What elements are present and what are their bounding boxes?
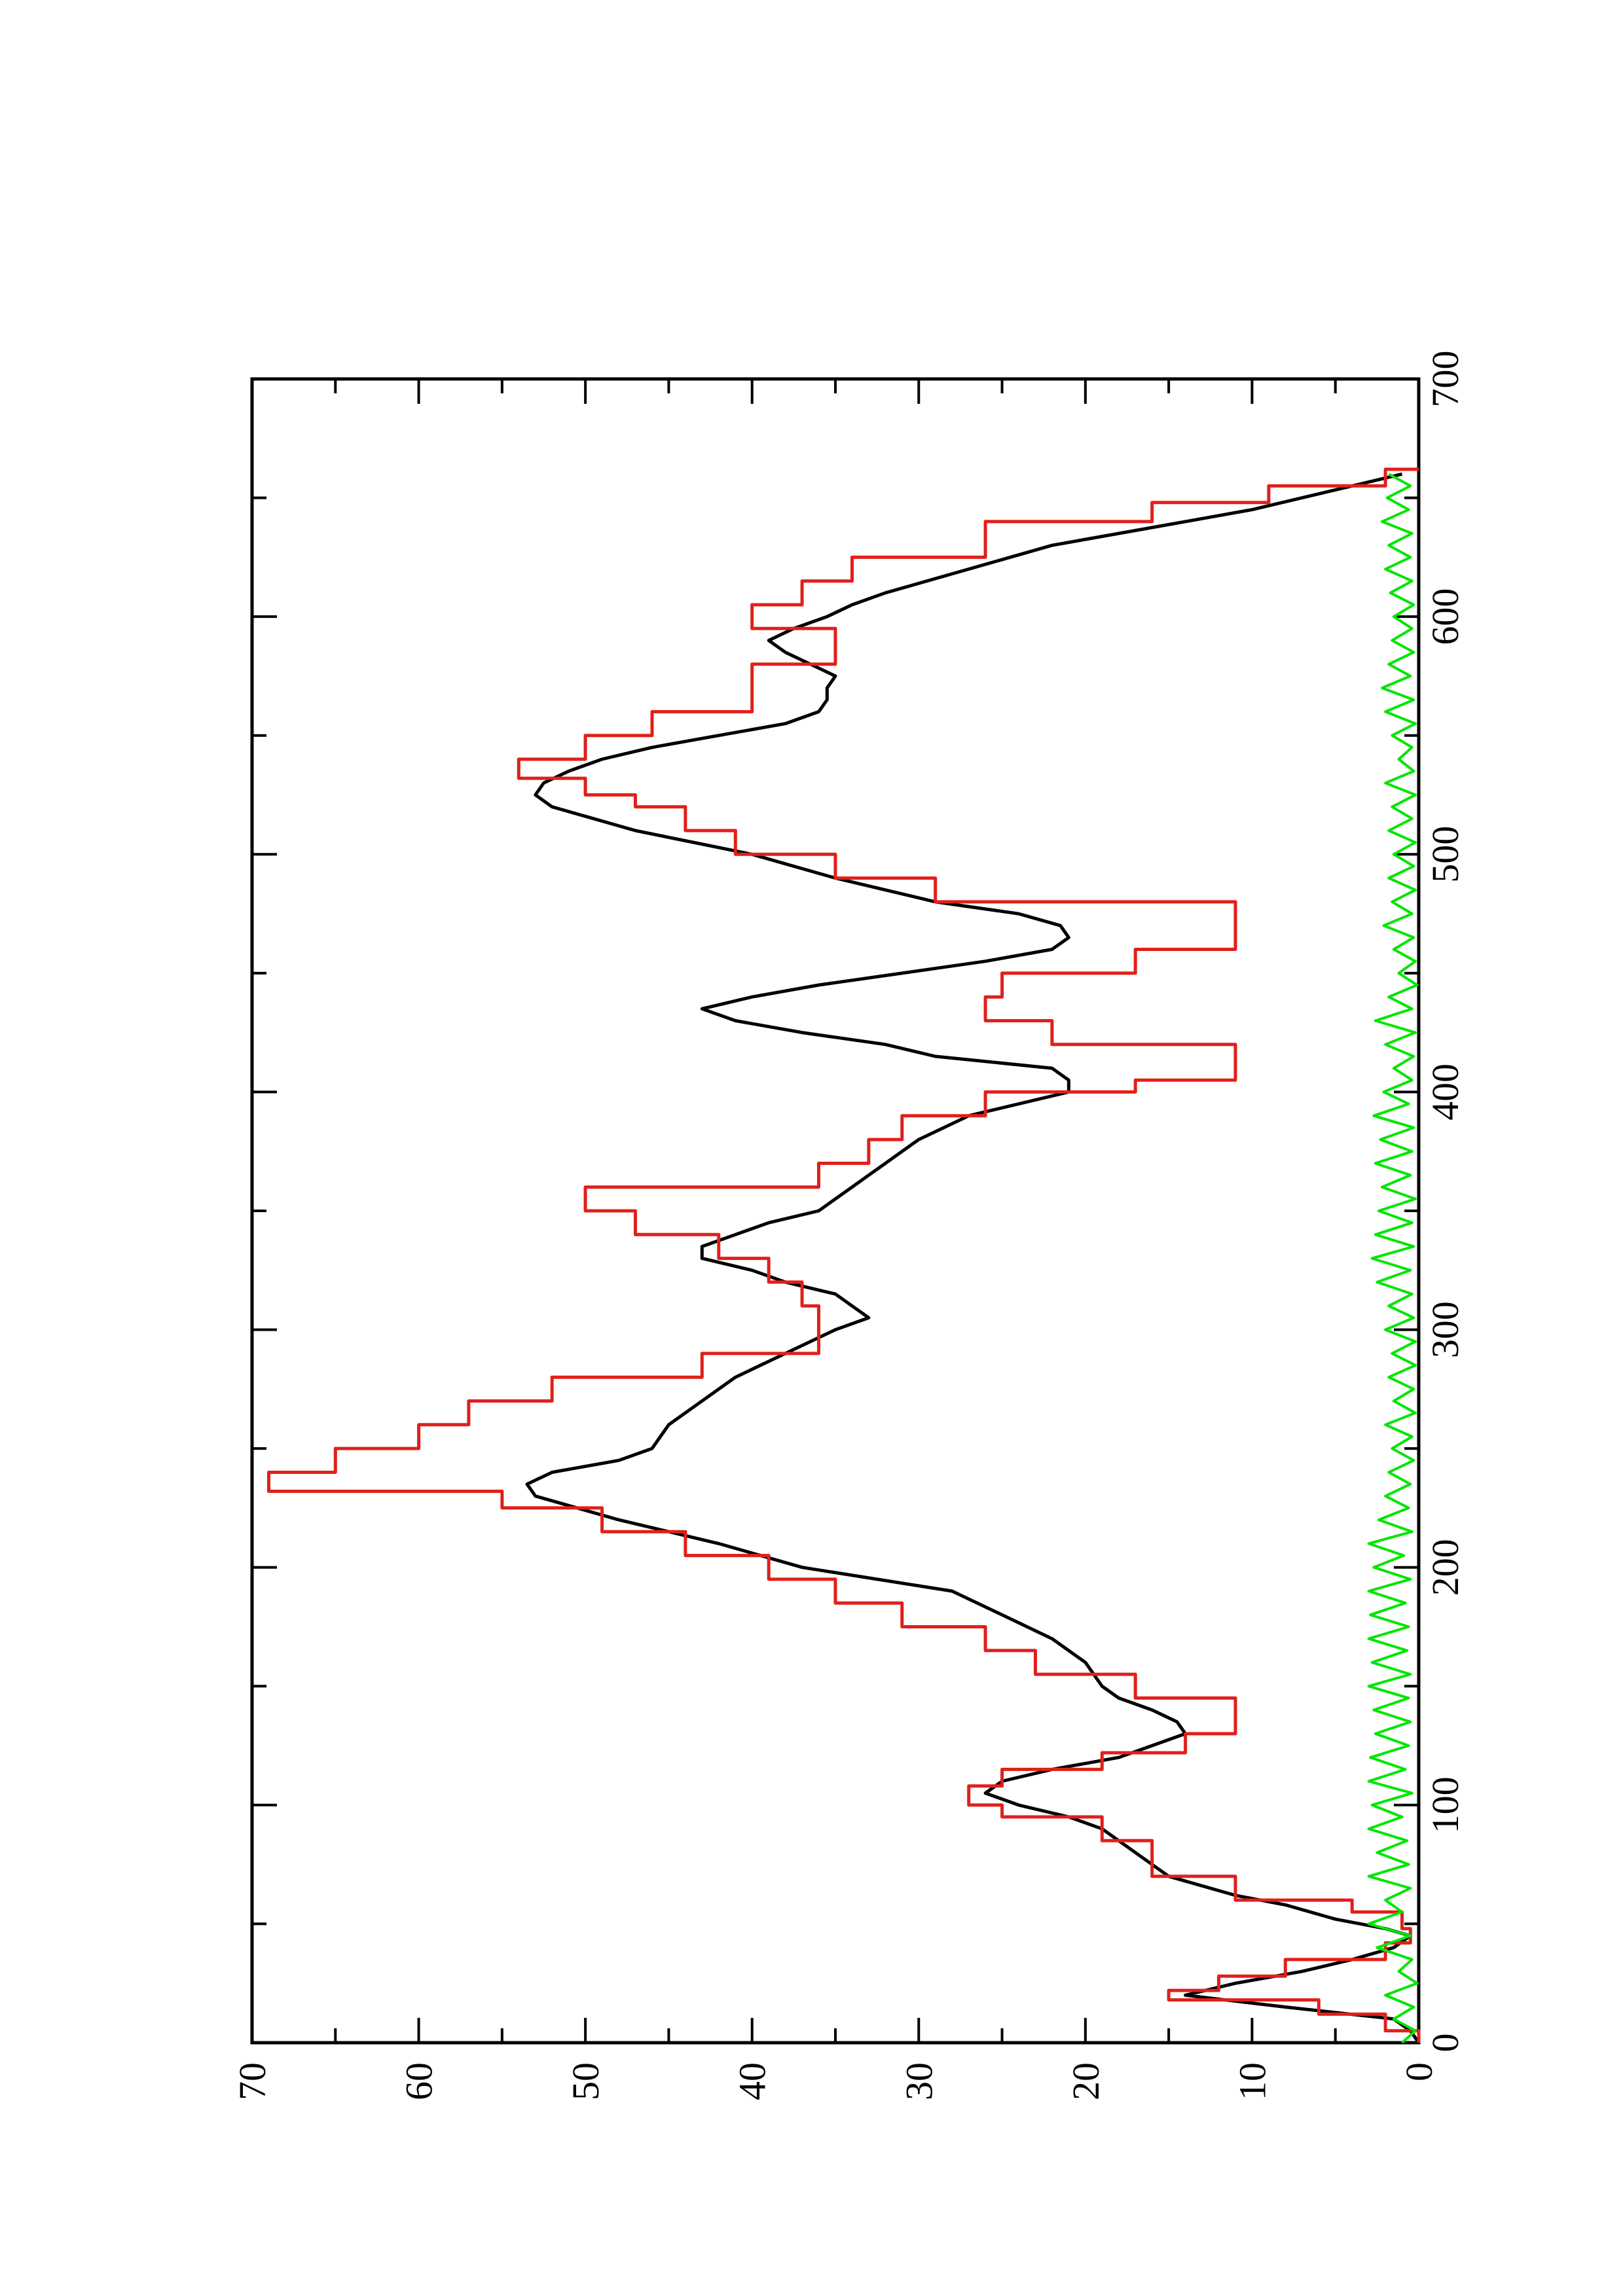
series-line-1 — [525, 472, 1421, 2044]
x-tick-label: 0 — [1424, 2034, 1467, 2053]
y-tick-label: 40 — [731, 2062, 774, 2100]
y-tick-label: 10 — [1231, 2062, 1273, 2100]
tick-labels: 0 100 200 300 400 500 600 700 0 10 20 30 40 50 60 70 — [231, 351, 1467, 2101]
x-tick-label: 300 — [1424, 1301, 1467, 1358]
x-tick-label: 600 — [1424, 588, 1467, 645]
y-tick-label: 30 — [898, 2062, 940, 2100]
y-tick-label: 70 — [231, 2062, 274, 2100]
y-tick-label: 20 — [1065, 2062, 1107, 2100]
series-line-3 — [1367, 473, 1419, 2044]
x-tick-label: 700 — [1424, 351, 1467, 408]
ticks — [251, 378, 1420, 2044]
x-tick-label: 200 — [1424, 1539, 1467, 1596]
y-tick-label: 50 — [564, 2062, 607, 2100]
x-tick-label: 500 — [1424, 826, 1467, 883]
y-tick-label: 60 — [398, 2062, 441, 2100]
x-tick-label: 100 — [1424, 1776, 1467, 1833]
series-line-2 — [267, 467, 1421, 2043]
series-layer — [267, 467, 1421, 2044]
y-tick-label: 0 — [1398, 2062, 1440, 2081]
x-tick-label: 400 — [1424, 1064, 1467, 1121]
